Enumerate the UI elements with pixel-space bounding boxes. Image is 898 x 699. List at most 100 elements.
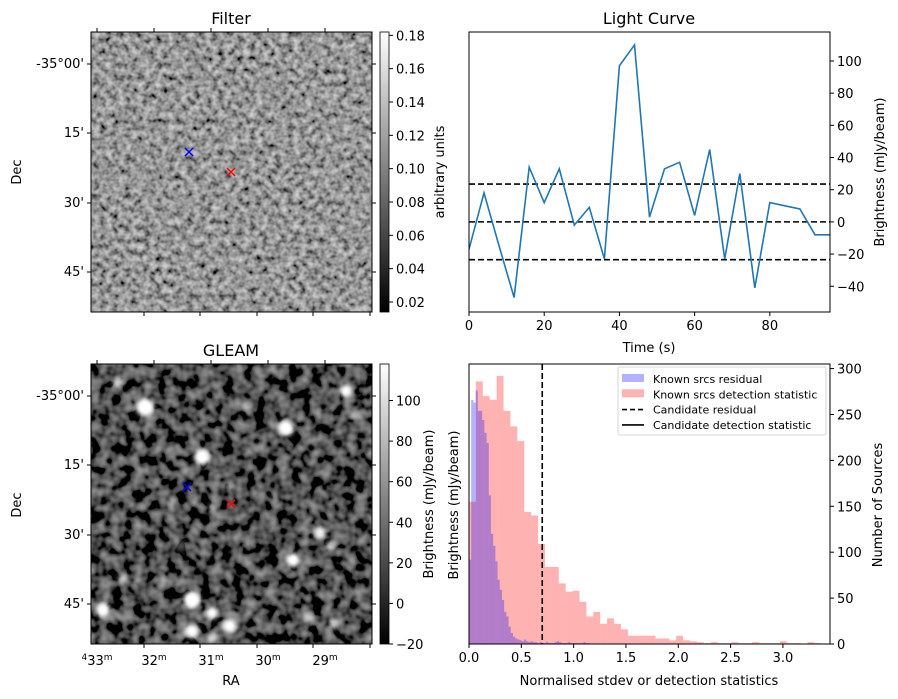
xtick-label: 40 bbox=[611, 319, 628, 334]
ra-minutes: 32 bbox=[141, 654, 158, 669]
residual-bar bbox=[469, 559, 472, 644]
residual-bar bbox=[556, 641, 560, 644]
ytick-label: 40 bbox=[837, 152, 854, 167]
gleam-source bbox=[329, 619, 339, 629]
residual-bar bbox=[583, 642, 586, 644]
dec-tick-label: 30' bbox=[64, 528, 84, 543]
filter-ylabel: Dec bbox=[10, 159, 25, 184]
detection-bar bbox=[641, 635, 649, 644]
detection-bar bbox=[544, 566, 552, 644]
residual-bar bbox=[506, 616, 509, 644]
ra-tick-label: 433m bbox=[81, 653, 112, 669]
light-curve-xticks: 0 20 40 60 80 bbox=[465, 312, 778, 334]
gleam-markers bbox=[182, 482, 236, 509]
detection-bar bbox=[593, 611, 601, 644]
residual-bar bbox=[490, 533, 494, 644]
colorbar-tick-label: 0 bbox=[396, 597, 404, 612]
blue-cross-marker bbox=[184, 147, 194, 157]
light-curve-xlabel: Time (s) bbox=[622, 341, 676, 356]
ra-minutes: 29 bbox=[312, 654, 329, 669]
detection-bar bbox=[482, 396, 490, 644]
colorbar-tick-label: 80 bbox=[396, 435, 413, 450]
gleam-source bbox=[271, 494, 279, 502]
residual-bar bbox=[559, 642, 562, 644]
legend-label: Candidate detection statistic bbox=[653, 419, 811, 432]
residual-bar bbox=[517, 639, 520, 644]
dec-tick-label: 45' bbox=[64, 597, 84, 612]
residual-bar bbox=[523, 639, 527, 644]
ytick-label: 100 bbox=[837, 546, 862, 561]
residual-bar bbox=[484, 432, 487, 644]
gleam-source bbox=[118, 574, 128, 584]
residual-bar bbox=[504, 611, 507, 644]
ra-minutes: 31 bbox=[198, 654, 215, 669]
histogram-legend: Known srcs residual Known srcs detection … bbox=[617, 366, 827, 436]
gleam-source bbox=[304, 613, 314, 623]
detection-bar bbox=[503, 410, 511, 644]
ytick-label: 200 bbox=[837, 454, 862, 469]
ra-minute-unit: m bbox=[104, 653, 113, 663]
xtick-label: 80 bbox=[762, 319, 779, 334]
ra-minute-unit: m bbox=[272, 653, 281, 663]
legend-label: Known srcs residual bbox=[653, 373, 762, 386]
filter-ticks bbox=[87, 28, 376, 316]
colorbar-tick-label: 0.10 bbox=[396, 163, 425, 178]
dec-tick-label: -35°00' bbox=[36, 389, 84, 404]
colorbar-tick-label: 40 bbox=[396, 516, 413, 531]
colorbar-tick-label: 0.16 bbox=[396, 63, 425, 78]
detection-bar bbox=[475, 381, 483, 644]
gleam-source bbox=[241, 400, 251, 410]
filter-markers bbox=[184, 147, 236, 177]
residual-bar bbox=[545, 642, 549, 644]
residual-bar bbox=[526, 641, 529, 644]
detection-bar bbox=[579, 601, 587, 644]
light-curve-panel: Light Curve 0 20 40 60 80 −40 −20 0 20 40 60 80 100… bbox=[465, 9, 888, 356]
detection-bar bbox=[731, 642, 739, 644]
residual-bar bbox=[530, 641, 533, 644]
gleam-source bbox=[326, 541, 336, 551]
gleam-source bbox=[223, 619, 237, 633]
red-cross-marker bbox=[226, 499, 236, 509]
gleam-source bbox=[207, 633, 217, 643]
filter-colorbar-ticks: 0.02 0.04 0.06 0.08 0.10 0.12 0.14 0.16 0.18 bbox=[389, 29, 425, 311]
residual-bar bbox=[473, 402, 476, 644]
gleam-source bbox=[225, 483, 233, 491]
xtick-label: 1.0 bbox=[563, 651, 584, 666]
ytick-label: 50 bbox=[837, 592, 854, 607]
detection-bar bbox=[469, 501, 476, 644]
detection-bar bbox=[648, 635, 656, 644]
detection-bar bbox=[683, 640, 690, 644]
histogram-right-ylabel: Number of Sources bbox=[871, 443, 886, 568]
legend-swatch bbox=[622, 374, 644, 382]
detection-bar bbox=[662, 638, 670, 644]
residual-bar bbox=[534, 642, 538, 644]
detection-bar bbox=[551, 566, 559, 644]
gleam-ylabel: Dec bbox=[10, 492, 25, 517]
colorbar-tick-label: 0.06 bbox=[396, 229, 425, 244]
residual-bar bbox=[471, 399, 474, 644]
gleam-xtick-labels: 433m 32m 31m 30m 29m bbox=[81, 653, 337, 669]
detection-bar bbox=[524, 511, 532, 644]
residual-bar bbox=[567, 642, 571, 644]
residual-bar bbox=[532, 642, 535, 644]
light-curve-yticks: −40 −20 0 20 40 60 80 100 bbox=[830, 55, 864, 295]
ra-minute-unit: m bbox=[215, 653, 224, 663]
ra-tick-label: 30m bbox=[255, 653, 280, 669]
light-curve-line bbox=[469, 42, 830, 298]
gleam-source bbox=[340, 385, 352, 397]
light-curve-title: Light Curve bbox=[603, 9, 695, 28]
detection-bar bbox=[676, 635, 684, 644]
residual-bar bbox=[539, 642, 542, 644]
residual-bar bbox=[515, 638, 518, 644]
residual-bar bbox=[495, 561, 498, 644]
detection-bar bbox=[710, 642, 718, 644]
gleam-source bbox=[168, 498, 176, 506]
gleam-sources bbox=[96, 377, 361, 643]
gleam-source bbox=[314, 527, 326, 539]
colorbar-tick-label: 100 bbox=[396, 395, 421, 410]
ytick-label: 300 bbox=[837, 363, 862, 378]
colorbar-tick-label: 0.18 bbox=[396, 29, 425, 44]
dec-tick-label: 30' bbox=[64, 196, 84, 211]
detection-bar bbox=[489, 399, 497, 644]
